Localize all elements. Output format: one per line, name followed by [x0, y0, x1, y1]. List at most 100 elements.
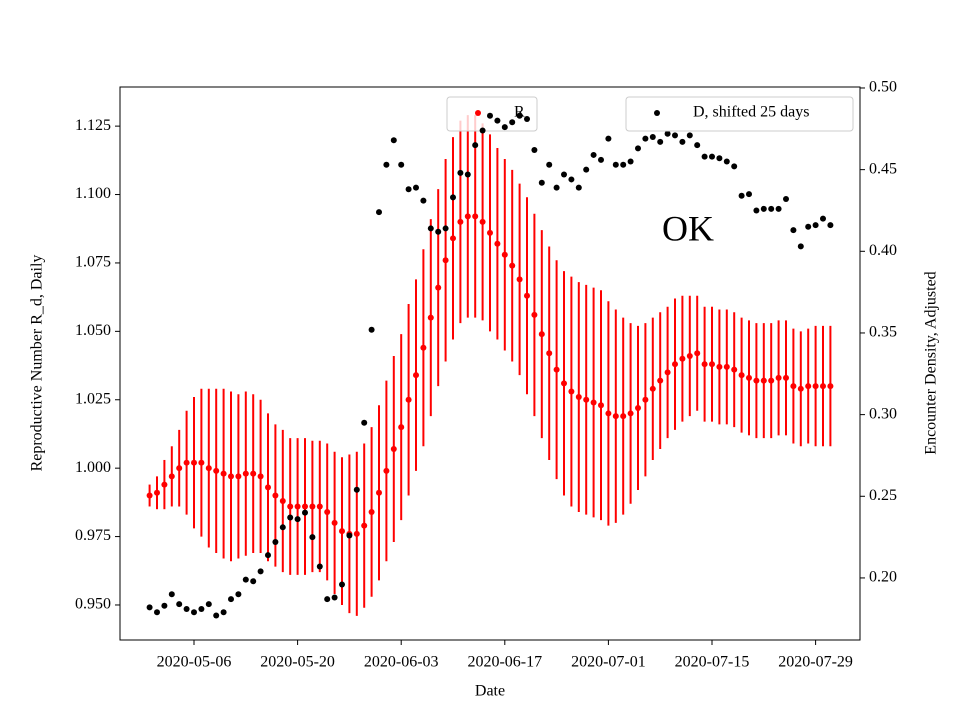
- point: [287, 514, 294, 521]
- point: [191, 609, 197, 616]
- point: [642, 396, 649, 403]
- point: [435, 228, 442, 235]
- point: [161, 481, 168, 488]
- point: [420, 344, 427, 351]
- legend-label: D, shifted 25 days: [693, 104, 809, 121]
- plot-frame: [119, 86, 861, 641]
- point: [331, 519, 338, 526]
- point: [250, 578, 257, 585]
- point: [775, 205, 782, 212]
- point: [635, 404, 641, 411]
- point: [390, 137, 397, 144]
- point: [760, 377, 767, 384]
- y2-tick-label: 0.30: [869, 405, 897, 422]
- point: [783, 196, 789, 203]
- point: [657, 138, 664, 145]
- point: [701, 153, 708, 160]
- point: [649, 385, 656, 392]
- point: [272, 539, 279, 546]
- y2-tick-label: 0.35: [869, 324, 897, 341]
- point: [509, 262, 516, 269]
- point: [339, 528, 345, 535]
- point: [257, 568, 264, 575]
- point: [228, 596, 234, 603]
- point: [457, 169, 464, 176]
- point: [487, 112, 493, 119]
- y2-tick-label: 0.45: [869, 160, 897, 177]
- point: [620, 413, 627, 420]
- y-axis-label: Reproductive Number R_d, Daily: [29, 255, 46, 472]
- point: [635, 145, 641, 152]
- point: [723, 158, 730, 165]
- point: [820, 383, 826, 390]
- point: [805, 383, 812, 390]
- point: [575, 184, 582, 191]
- point: [679, 355, 686, 362]
- point: [575, 394, 582, 401]
- point: [546, 161, 553, 168]
- point: [309, 503, 316, 510]
- point: [361, 522, 368, 529]
- point: [464, 213, 471, 220]
- x-tick-label: 2020-06-03: [364, 654, 439, 671]
- point: [294, 516, 301, 523]
- point: [598, 156, 604, 163]
- point: [553, 184, 560, 191]
- point: [368, 326, 375, 333]
- point: [568, 388, 575, 395]
- x-tick-label: 2020-07-29: [778, 654, 853, 671]
- point: [479, 127, 486, 134]
- point: [612, 413, 619, 420]
- point: [590, 399, 597, 406]
- x-axis-label: Date: [475, 683, 505, 700]
- point: [516, 112, 523, 119]
- point: [339, 581, 345, 588]
- point: [464, 171, 471, 178]
- point: [672, 361, 678, 368]
- point: [553, 366, 560, 373]
- point: [176, 465, 183, 472]
- point: [309, 534, 316, 541]
- point: [524, 292, 530, 299]
- point: [723, 363, 730, 370]
- point: [154, 609, 160, 616]
- point: [657, 377, 664, 384]
- point: [220, 609, 227, 616]
- point: [479, 218, 486, 225]
- point: [598, 402, 604, 409]
- point: [768, 205, 775, 212]
- point: [746, 191, 752, 198]
- point: [694, 142, 701, 149]
- point: [228, 473, 234, 480]
- point: [531, 147, 538, 154]
- point: [790, 227, 797, 234]
- point: [760, 205, 767, 212]
- point: [812, 383, 819, 390]
- point: [287, 503, 294, 510]
- point: [435, 284, 442, 291]
- point: [672, 132, 678, 139]
- point: [797, 243, 804, 250]
- point: [531, 311, 538, 318]
- point: [605, 410, 612, 417]
- point: [235, 591, 242, 598]
- point: [590, 151, 597, 158]
- point: [198, 459, 205, 466]
- point: [294, 503, 301, 510]
- point: [279, 524, 286, 531]
- point: [716, 363, 723, 370]
- point: [168, 473, 175, 480]
- point: [605, 135, 612, 142]
- point: [242, 470, 249, 477]
- point: [361, 419, 368, 426]
- point: [753, 207, 760, 214]
- point: [383, 161, 390, 168]
- point: [686, 352, 693, 359]
- point: [538, 179, 545, 186]
- y-tick-label: 1.000: [75, 459, 111, 476]
- point: [346, 532, 353, 539]
- x-tick-label: 2020-06-17: [467, 654, 542, 671]
- point: [501, 124, 508, 131]
- point: [427, 314, 434, 321]
- point: [494, 240, 501, 247]
